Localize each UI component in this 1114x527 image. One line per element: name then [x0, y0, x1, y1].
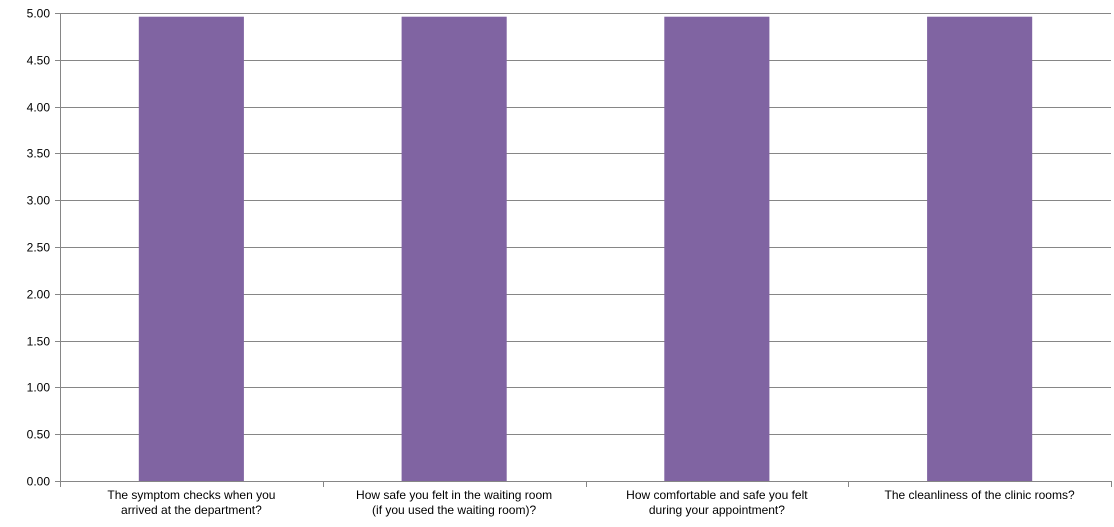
bar [401, 16, 507, 481]
bars [138, 16, 1033, 481]
y-tick-label: 3.00 [27, 194, 51, 208]
y-tick-label: 1.00 [27, 381, 51, 395]
bar [927, 16, 1033, 481]
x-category-label: How safe you felt in the waiting room [356, 488, 552, 502]
axes [55, 13, 1112, 487]
x-category-label: (if you used the waiting room)? [372, 503, 536, 517]
y-tick-label: 3.50 [27, 147, 51, 161]
bar [138, 16, 244, 481]
y-axis-tick-labels: 0.00 0.50 1.00 1.50 2.00 2.50 3.00 3.50 4.00 4.50… [27, 7, 51, 489]
x-category-label: The symptom checks when you [107, 488, 275, 502]
x-category-label: during your appointment? [649, 503, 785, 517]
y-tick-label: 0.50 [27, 428, 51, 442]
y-tick-label: 0.00 [27, 475, 51, 489]
y-tick-label: 4.00 [27, 101, 51, 115]
x-category-label: How comfortable and safe you felt [626, 488, 808, 502]
y-tick-label: 5.00 [27, 7, 51, 21]
y-tick-label: 2.50 [27, 241, 51, 255]
bar [664, 16, 770, 481]
y-tick-label: 4.50 [27, 54, 51, 68]
y-tick-label: 1.50 [27, 335, 51, 349]
x-category-label: arrived at the department? [121, 503, 262, 517]
y-tick-label: 2.00 [27, 288, 51, 302]
x-category-label: The cleanliness of the clinic rooms? [885, 488, 1075, 502]
